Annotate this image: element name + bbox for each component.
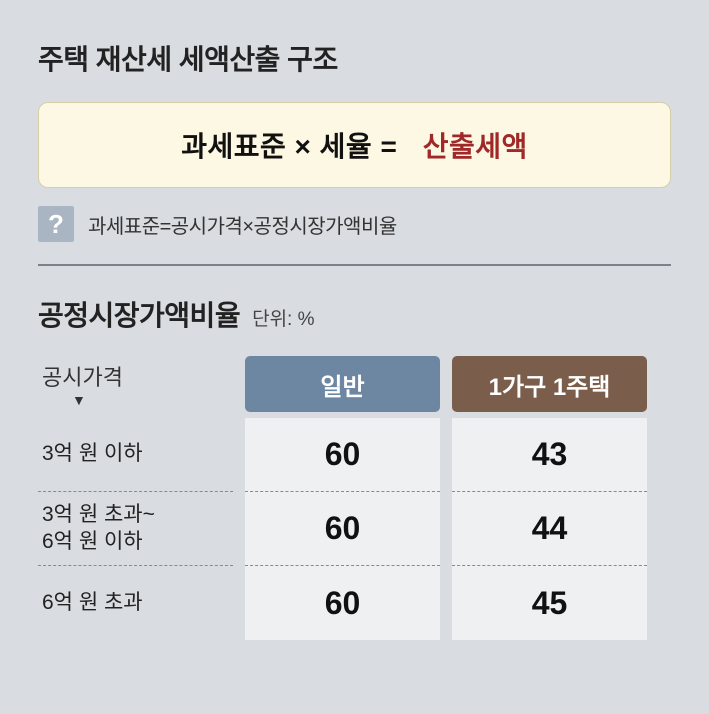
table-cell: 44: [452, 492, 647, 566]
table-cell: 60: [245, 566, 440, 640]
row-label-line2: 6억 원 이하: [42, 529, 233, 555]
formula-box: 과세표준 × 세율 = 산출세액: [38, 102, 671, 188]
table-cell: 60: [245, 492, 440, 566]
row-label: 3억 원 초과~ 6억 원 이하: [38, 492, 233, 566]
section-title: 공정시장가액비율: [38, 294, 240, 334]
triangle-down-icon: ▼: [42, 392, 233, 408]
column-header: 1가구 1주택: [452, 356, 647, 412]
label-header-text: 공시가격: [42, 360, 233, 392]
formula-lhs: 과세표준 × 세율 =: [181, 131, 397, 162]
table-column-single-home: 1가구 1주택 43 44 45: [452, 356, 647, 640]
note-text: 과세표준=공시가격×공정시장가액비율: [88, 210, 397, 239]
note-row: ? 과세표준=공시가격×공정시장가액비율: [38, 206, 671, 242]
table-label-column: 공시가격 ▼ 3억 원 이하 3억 원 초과~ 6억 원 이하 6억 원 초과: [38, 356, 233, 640]
row-label-line1: 3억 원 초과~: [42, 502, 233, 528]
table-column-general: 일반 60 60 60: [245, 356, 440, 640]
table-cell: 60: [245, 418, 440, 492]
help-icon: ?: [38, 206, 74, 242]
page-title: 주택 재산세 세액산출 구조: [38, 38, 671, 78]
column-header: 일반: [245, 356, 440, 412]
row-label-text: 3억 원 이하: [42, 441, 233, 467]
label-column-header: 공시가격 ▼: [38, 356, 233, 412]
row-label: 3억 원 이하: [38, 418, 233, 492]
formula-result: 산출세액: [423, 131, 528, 162]
row-label: 6억 원 초과: [38, 566, 233, 640]
table-cell: 43: [452, 418, 647, 492]
ratio-table: 공시가격 ▼ 3억 원 이하 3억 원 초과~ 6억 원 이하 6억 원 초과 …: [38, 356, 671, 640]
section-unit: 단위: %: [252, 304, 314, 331]
table-cell: 45: [452, 566, 647, 640]
row-label-text: 6억 원 초과: [42, 590, 233, 616]
section-heading: 공정시장가액비율 단위: %: [38, 294, 671, 334]
divider: [38, 264, 671, 266]
formula-space: [402, 131, 419, 162]
